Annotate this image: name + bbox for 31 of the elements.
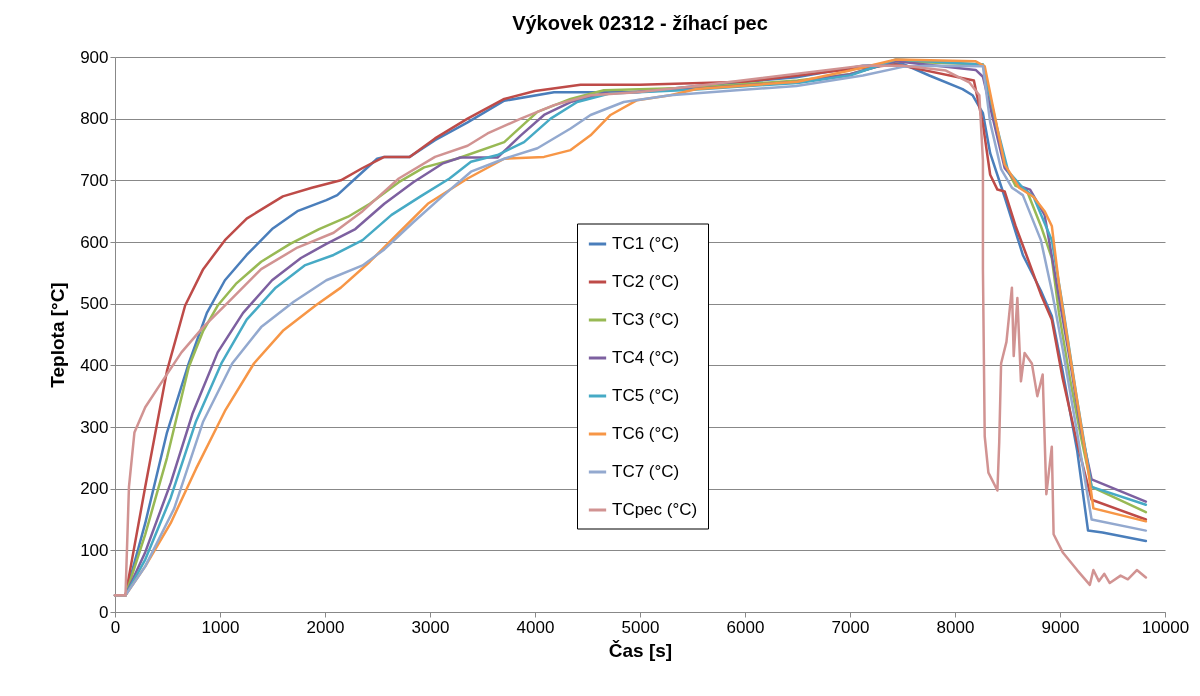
legend-label: TC5 (°C) bbox=[612, 386, 680, 405]
x-tick-label: 8000 bbox=[936, 617, 975, 637]
x-tick-label: 6000 bbox=[726, 617, 765, 637]
y-tick-label: 700 bbox=[80, 170, 109, 190]
legend-label: TC6 (°C) bbox=[612, 424, 680, 443]
y-tick-label: 900 bbox=[80, 47, 109, 67]
legend-label: TC1 (°C) bbox=[612, 234, 680, 253]
x-tick-label: 10000 bbox=[1141, 617, 1190, 637]
legend-label: TC7 (°C) bbox=[612, 462, 680, 481]
x-tick-label: 1000 bbox=[201, 617, 240, 637]
chart-title: Výkovek 02312 - žíhací pec bbox=[512, 12, 768, 34]
x-tick-label: 4000 bbox=[516, 617, 555, 637]
y-tick-label: 0 bbox=[99, 602, 109, 622]
y-axis-title: Teplota [°C] bbox=[47, 282, 69, 388]
x-tick-label: 5000 bbox=[621, 617, 660, 637]
legend-label: TC3 (°C) bbox=[612, 310, 680, 329]
legend-label: TC2 (°C) bbox=[612, 272, 680, 291]
x-tick-label: 2000 bbox=[306, 617, 345, 637]
y-tick-label: 300 bbox=[80, 417, 109, 437]
legend-label: TCpec (°C) bbox=[612, 500, 698, 519]
legend-label: TC4 (°C) bbox=[612, 348, 680, 367]
y-tick-label: 800 bbox=[80, 109, 109, 129]
x-tick-label: 9000 bbox=[1041, 617, 1080, 637]
y-tick-label: 600 bbox=[80, 232, 109, 252]
x-tick-label: 7000 bbox=[831, 617, 870, 637]
y-tick-label: 200 bbox=[80, 479, 109, 499]
x-axis-title: Čas [s] bbox=[608, 639, 673, 661]
y-tick-label: 500 bbox=[80, 294, 109, 314]
x-tick-label: 3000 bbox=[411, 617, 450, 637]
y-tick-label: 400 bbox=[80, 355, 109, 375]
y-tick-label: 100 bbox=[80, 540, 109, 560]
